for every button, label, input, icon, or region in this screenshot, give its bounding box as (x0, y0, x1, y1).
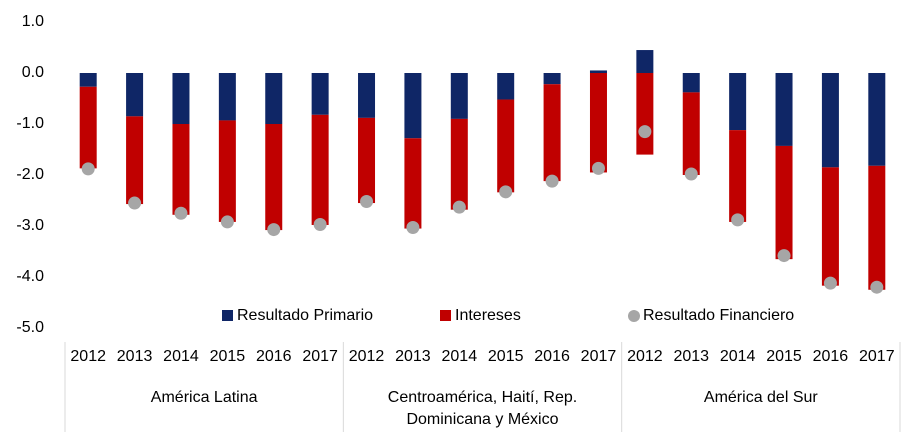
dot (220, 215, 234, 229)
y-tick-label: -2.0 (16, 166, 44, 183)
dot (638, 125, 652, 139)
dot (128, 196, 142, 210)
dot (81, 162, 95, 176)
bar (636, 73, 654, 155)
bar (868, 165, 886, 290)
bar (450, 73, 468, 119)
bar (218, 120, 236, 222)
y-tick-label: 0.0 (22, 64, 44, 81)
dot (870, 280, 884, 294)
x-tick-label: 2012 (349, 348, 385, 365)
bar (172, 124, 190, 215)
dot (267, 223, 281, 237)
bar (775, 145, 793, 260)
legend-label: Resultado Primario (237, 307, 373, 324)
dot (174, 206, 188, 220)
dot (684, 167, 698, 181)
dot (823, 276, 837, 290)
legend-swatch (222, 310, 233, 321)
bar (497, 99, 515, 193)
bar (682, 92, 700, 175)
x-tick-label: 2014 (442, 348, 478, 365)
x-tick-label: 2015 (210, 348, 246, 365)
dot (731, 213, 745, 227)
bar (311, 73, 329, 115)
bar (821, 167, 839, 286)
x-tick-label: 2017 (859, 348, 895, 365)
dot (591, 161, 605, 175)
y-tick-label: -1.0 (16, 115, 44, 132)
x-tick-label: 2012 (70, 348, 106, 365)
x-tick-label: 2016 (534, 348, 570, 365)
bar (265, 73, 283, 124)
x-tick-label: 2015 (488, 348, 524, 365)
x-tick-label: 2012 (627, 348, 663, 365)
x-tick-label: 2015 (766, 348, 802, 365)
bar (636, 50, 654, 73)
bar (126, 73, 144, 117)
dot (499, 185, 513, 199)
bar (404, 73, 422, 139)
x-tick-label: 2014 (720, 348, 756, 365)
x-tick-label: 2014 (163, 348, 199, 365)
bar (543, 73, 561, 85)
legend-swatch (628, 310, 640, 322)
x-tick-label: 2013 (673, 348, 709, 365)
bar (868, 73, 886, 166)
bar (729, 130, 747, 222)
dot (313, 217, 327, 231)
bar (729, 73, 747, 131)
y-tick-label: -3.0 (16, 217, 44, 234)
x-tick-label: 2016 (813, 348, 849, 365)
group-label: América del Sur (703, 389, 818, 406)
bar (589, 73, 607, 173)
x-tick-label: 2017 (581, 348, 617, 365)
x-tick-label: 2013 (117, 348, 153, 365)
y-tick-label: 1.0 (22, 13, 44, 30)
dot (360, 195, 374, 209)
group-label: América Latina (150, 389, 258, 406)
dot (545, 174, 559, 188)
bar (775, 73, 793, 146)
bar (265, 124, 283, 231)
legend-swatch (440, 310, 451, 321)
bar (126, 116, 144, 205)
x-tick-label: 2017 (302, 348, 338, 365)
dot (406, 221, 420, 235)
x-tick-label: 2013 (395, 348, 431, 365)
group-label: Centroamérica, Haití, Rep. Dominicana y … (387, 389, 578, 428)
bar (79, 73, 97, 87)
legend-label: Resultado Financiero (643, 307, 794, 324)
legend-label: Intereses (455, 307, 521, 324)
x-tick-label: 2016 (256, 348, 292, 365)
bar (589, 70, 607, 73)
bar (79, 86, 97, 169)
bar (358, 117, 376, 204)
bar (450, 118, 468, 210)
bar (821, 73, 839, 168)
y-tick-label: -4.0 (16, 268, 44, 285)
bar (172, 73, 190, 124)
dot (777, 249, 791, 263)
bar (218, 73, 236, 121)
bar (497, 73, 515, 100)
bar (404, 138, 422, 229)
bar (682, 73, 700, 93)
y-tick-label: -5.0 (16, 319, 44, 336)
dot (452, 200, 466, 214)
bar (358, 73, 376, 118)
bar (543, 84, 561, 182)
bar (311, 114, 329, 225)
